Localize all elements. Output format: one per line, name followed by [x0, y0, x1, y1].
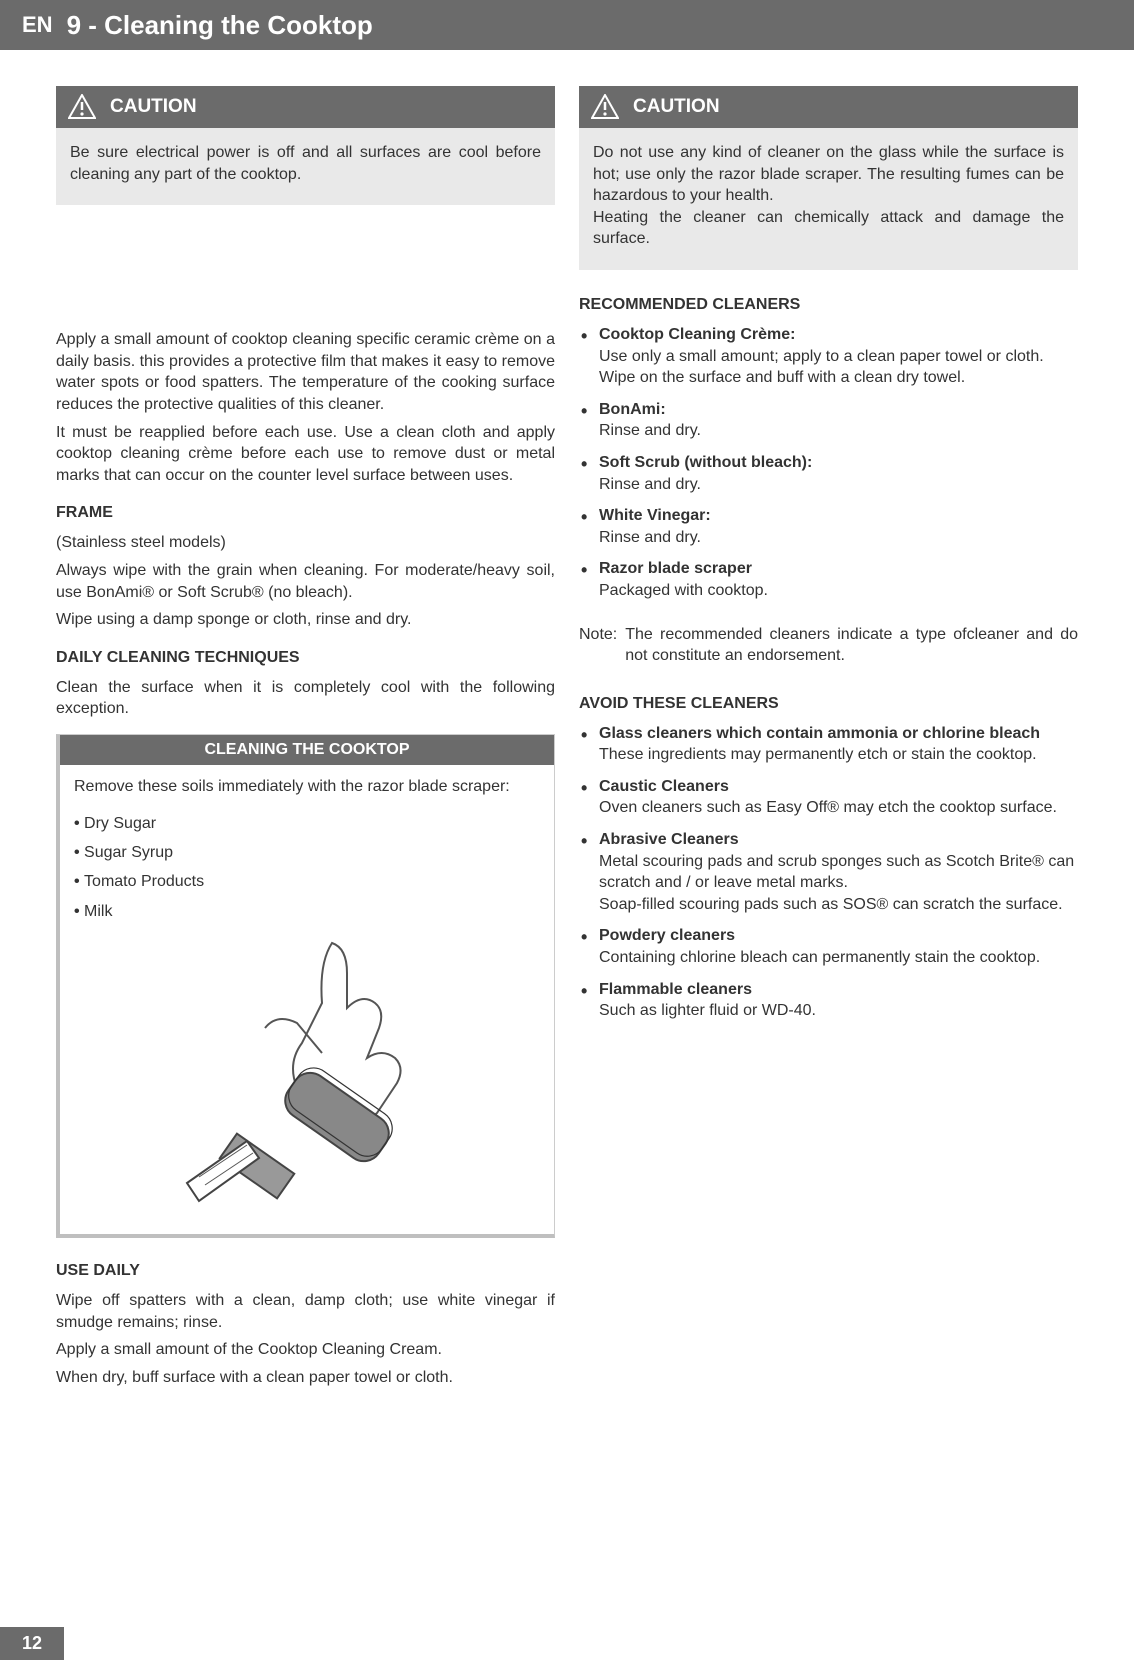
- intro-block: Apply a small amount of cooktop cleaning…: [56, 329, 555, 486]
- page-number: 12: [0, 1627, 64, 1660]
- scraper-illustration: [74, 933, 540, 1220]
- list-item: White Vinegar: Rinse and dry.: [579, 505, 1078, 548]
- item-desc: Rinse and dry.: [599, 420, 1078, 442]
- list-item: Abrasive Cleaners Metal scouring pads an…: [579, 829, 1078, 915]
- note-row: Note: The recommended cleaners indicate …: [579, 624, 1078, 667]
- daily-p: Clean the surface when it is completely …: [56, 677, 555, 720]
- item-title: Powdery cleaners: [599, 927, 735, 944]
- frame-heading: FRAME: [56, 504, 555, 522]
- list-item: Soft Scrub (without bleach): Rinse and d…: [579, 452, 1078, 495]
- item-title: Caustic Cleaners: [599, 778, 729, 795]
- recommended-heading: RECOMMENDED CLEANERS: [579, 296, 1078, 314]
- caution-label: CAUTION: [110, 96, 197, 118]
- caution-box-right: CAUTION Do not use any kind of cleaner o…: [579, 86, 1078, 270]
- item-desc: Oven cleaners such as Easy Off® may etch…: [599, 797, 1078, 819]
- right-column: CAUTION Do not use any kind of cleaner o…: [579, 86, 1078, 1394]
- frame-sub: (Stainless steel models): [56, 532, 555, 554]
- item-title: White Vinegar:: [599, 507, 711, 524]
- left-column: CAUTION Be sure electrical power is off …: [56, 86, 555, 1394]
- inset-item: Tomato Products: [74, 870, 540, 893]
- header-bar: EN 9 - Cleaning the Cooktop: [0, 0, 1134, 50]
- item-title: Abrasive Cleaners: [599, 831, 739, 848]
- caution-p2: Heating the cleaner can chemically attac…: [593, 209, 1064, 248]
- language-badge: EN: [0, 12, 67, 38]
- caution-text: Be sure electrical power is off and all …: [56, 128, 555, 205]
- inset-item: Milk: [74, 900, 540, 923]
- avoid-heading: AVOID THESE CLEANERS: [579, 695, 1078, 713]
- frame-p1: Always wipe with the grain when cleaning…: [56, 560, 555, 603]
- use-daily-p3: When dry, buff surface with a clean pape…: [56, 1367, 555, 1389]
- warning-icon: [591, 94, 619, 120]
- item-desc: Metal scouring pads and scrub sponges su…: [599, 851, 1078, 916]
- item-desc: Rinse and dry.: [599, 474, 1078, 496]
- note-label: Note:: [579, 624, 617, 667]
- caution-header: CAUTION: [579, 86, 1078, 128]
- list-item: BonAmi: Rinse and dry.: [579, 399, 1078, 442]
- item-desc: These ingredients may permanently etch o…: [599, 744, 1078, 766]
- daily-heading: DAILY CLEANING TECHNIQUES: [56, 649, 555, 667]
- inset-title: CLEANING THE COOKTOP: [60, 735, 554, 765]
- list-item: Cooktop Cleaning Crème: Use only a small…: [579, 324, 1078, 389]
- chapter-title: 9 - Cleaning the Cooktop: [67, 10, 373, 41]
- item-title: BonAmi:: [599, 401, 666, 418]
- list-item: Caustic Cleaners Oven cleaners such as E…: [579, 776, 1078, 819]
- recommended-list: Cooktop Cleaning Crème: Use only a small…: [579, 324, 1078, 602]
- item-desc: Containing chlorine bleach can permanent…: [599, 947, 1078, 969]
- intro-p2: It must be reapplied before each use. Us…: [56, 422, 555, 487]
- item-title: Flammable cleaners: [599, 981, 752, 998]
- caution-label: CAUTION: [633, 96, 720, 118]
- item-desc: Such as lighter fluid or WD-40.: [599, 1000, 1078, 1022]
- caution-box-left: CAUTION Be sure electrical power is off …: [56, 86, 555, 205]
- inset-list: Dry Sugar Sugar Syrup Tomato Products Mi…: [74, 812, 540, 923]
- use-daily-p2: Apply a small amount of the Cooktop Clea…: [56, 1339, 555, 1361]
- intro-p1: Apply a small amount of cooktop cleaning…: [56, 329, 555, 415]
- item-desc: Rinse and dry.: [599, 527, 1078, 549]
- cleaning-inset: CLEANING THE COOKTOP Remove these soils …: [56, 734, 555, 1238]
- item-title: Soft Scrub (without bleach):: [599, 454, 812, 471]
- inset-item: Dry Sugar: [74, 812, 540, 835]
- item-title: Cooktop Cleaning Crème:: [599, 326, 795, 343]
- caution-header: CAUTION: [56, 86, 555, 128]
- frame-p2: Wipe using a damp sponge or cloth, rinse…: [56, 609, 555, 631]
- use-daily-heading: USE DAILY: [56, 1262, 555, 1280]
- use-daily-p1: Wipe off spatters with a clean, damp clo…: [56, 1290, 555, 1333]
- list-item: Razor blade scraper Packaged with cookto…: [579, 558, 1078, 601]
- caution-p1: Do not use any kind of cleaner on the gl…: [593, 144, 1064, 204]
- warning-icon: [68, 94, 96, 120]
- caution-text-right: Do not use any kind of cleaner on the gl…: [579, 128, 1078, 270]
- list-item: Flammable cleaners Such as lighter fluid…: [579, 979, 1078, 1022]
- avoid-list: Glass cleaners which contain ammonia or …: [579, 723, 1078, 1022]
- item-desc: Packaged with cooktop.: [599, 580, 1078, 602]
- item-desc: Use only a small amount; apply to a clea…: [599, 346, 1078, 389]
- item-title: Glass cleaners which contain ammonia or …: [599, 725, 1040, 742]
- list-item: Glass cleaners which contain ammonia or …: [579, 723, 1078, 766]
- inset-intro: Remove these soils immediately with the …: [74, 775, 540, 798]
- note-text: The recommended cleaners indicate a type…: [625, 624, 1078, 667]
- item-title: Razor blade scraper: [599, 560, 752, 577]
- inset-item: Sugar Syrup: [74, 841, 540, 864]
- page-body: CAUTION Be sure electrical power is off …: [0, 50, 1134, 1514]
- inset-body: Remove these soils immediately with the …: [60, 765, 554, 1234]
- list-item: Powdery cleaners Containing chlorine ble…: [579, 925, 1078, 968]
